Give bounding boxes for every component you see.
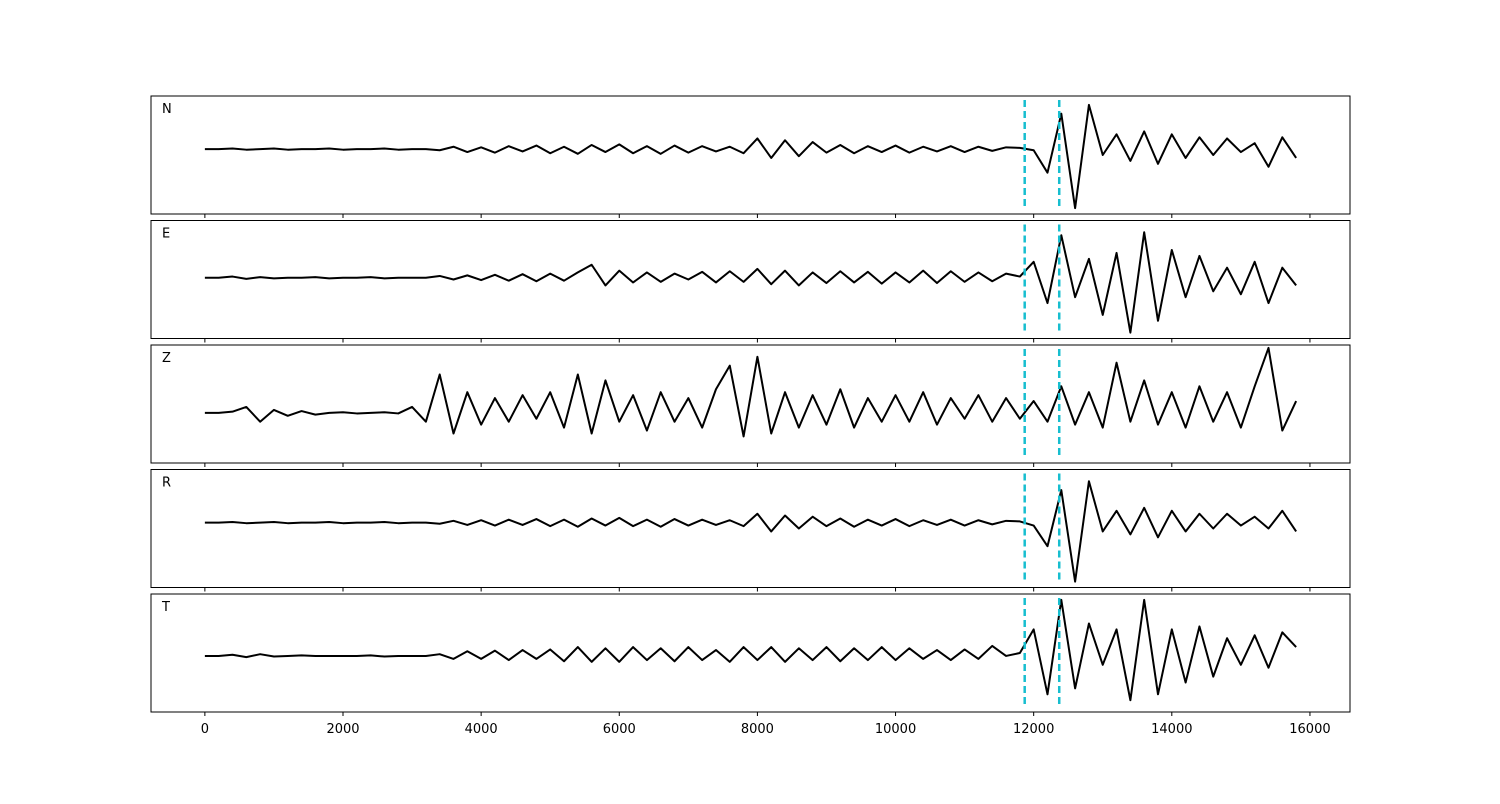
x-tick-label: 12000: [1013, 722, 1054, 737]
panel-frame: [150, 220, 1351, 339]
panel-frame: [150, 95, 1351, 215]
x-tick-label: 0: [201, 722, 209, 737]
x-tick-label: 4000: [465, 722, 498, 737]
x-tick-label: 14000: [1151, 722, 1192, 737]
panel-frame: [150, 344, 1351, 464]
trace: [204, 346, 1298, 438]
x-tick-label: 16000: [1289, 722, 1330, 737]
panel-label: N: [162, 102, 172, 117]
panel-label: R: [162, 476, 171, 491]
x-tick-label: 10000: [875, 722, 916, 737]
x-tick-label: 8000: [741, 722, 774, 737]
panel-label: T: [161, 600, 170, 615]
x-tick-label: 6000: [603, 722, 636, 737]
panel-label: Z: [162, 351, 171, 366]
trace: [204, 480, 1297, 583]
x-tick-label: 2000: [326, 722, 359, 737]
trace: [204, 598, 1297, 702]
panel-frame: [150, 469, 1351, 588]
panel-label: E: [162, 227, 170, 242]
trace: [204, 231, 1297, 334]
panel-frame: [150, 593, 1351, 713]
trace: [204, 103, 1297, 210]
